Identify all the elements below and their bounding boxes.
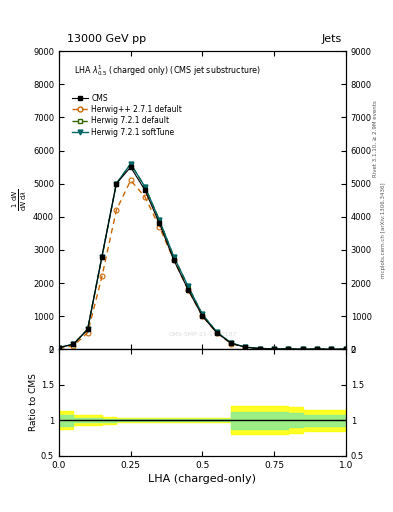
Line: Herwig++ 2.7.1 default: Herwig++ 2.7.1 default [57, 178, 348, 352]
Herwig 7.2.1 softTune [157, 217, 162, 223]
CMS [229, 340, 233, 346]
CMS [343, 346, 348, 352]
CMS [200, 313, 205, 319]
Herwig 7.2.1 softTune [300, 346, 305, 352]
Herwig 7.2.1 default [343, 346, 348, 352]
Herwig 7.2.1 default [315, 346, 320, 352]
Herwig 7.2.1 softTune [343, 346, 348, 352]
Herwig 7.2.1 default [128, 161, 133, 167]
Herwig 7.2.1 softTune [200, 311, 205, 317]
Herwig++ 2.7.1 default [229, 340, 233, 347]
Herwig 7.2.1 default [229, 340, 233, 346]
CMS [71, 341, 75, 347]
Herwig 7.2.1 default [243, 344, 248, 350]
Y-axis label: $\frac{1}{\mathrm{d}N}\frac{\mathrm{d}N}{\mathrm{d}\lambda}$: $\frac{1}{\mathrm{d}N}\frac{\mathrm{d}N}… [11, 189, 29, 211]
CMS [157, 220, 162, 226]
Herwig 7.2.1 default [71, 341, 75, 347]
Herwig++ 2.7.1 default [114, 207, 119, 213]
Herwig 7.2.1 softTune [114, 181, 119, 187]
Herwig 7.2.1 softTune [143, 184, 147, 190]
Herwig++ 2.7.1 default [272, 346, 277, 352]
CMS [329, 346, 334, 352]
Herwig 7.2.1 default [272, 346, 277, 352]
CMS [215, 330, 219, 336]
Herwig++ 2.7.1 default [57, 345, 61, 351]
CMS [300, 346, 305, 352]
Herwig++ 2.7.1 default [157, 224, 162, 230]
Herwig++ 2.7.1 default [300, 346, 305, 352]
CMS [171, 257, 176, 263]
Herwig 7.2.1 default [200, 311, 205, 317]
Text: Rivet 3.1.10, ≥ 2.9M events: Rivet 3.1.10, ≥ 2.9M events [373, 100, 378, 177]
Herwig++ 2.7.1 default [329, 346, 334, 352]
CMS [114, 181, 119, 187]
Line: Herwig 7.2.1 softTune: Herwig 7.2.1 softTune [57, 161, 348, 352]
Herwig++ 2.7.1 default [257, 346, 262, 352]
Herwig 7.2.1 default [186, 283, 191, 289]
Herwig++ 2.7.1 default [128, 177, 133, 183]
CMS [85, 326, 90, 332]
Herwig++ 2.7.1 default [71, 343, 75, 349]
Herwig 7.2.1 default [157, 217, 162, 223]
Herwig++ 2.7.1 default [286, 346, 291, 352]
Herwig 7.2.1 softTune [100, 253, 105, 260]
Herwig 7.2.1 default [85, 326, 90, 332]
Herwig 7.2.1 softTune [71, 341, 75, 347]
Herwig 7.2.1 default [329, 346, 334, 352]
Herwig 7.2.1 softTune [215, 329, 219, 335]
Herwig 7.2.1 default [215, 329, 219, 335]
Herwig 7.2.1 default [286, 346, 291, 352]
Herwig 7.2.1 softTune [272, 346, 277, 352]
CMS [272, 346, 277, 352]
CMS [186, 287, 191, 293]
Herwig 7.2.1 softTune [243, 344, 248, 350]
Herwig++ 2.7.1 default [143, 194, 147, 200]
CMS [143, 187, 147, 194]
Text: mcplots.cern.ch [arXiv:1306.3436]: mcplots.cern.ch [arXiv:1306.3436] [381, 183, 386, 278]
Herwig 7.2.1 default [257, 346, 262, 352]
Herwig++ 2.7.1 default [215, 330, 219, 336]
Herwig 7.2.1 default [300, 346, 305, 352]
Herwig 7.2.1 softTune [128, 161, 133, 167]
Herwig 7.2.1 default [143, 184, 147, 190]
Herwig 7.2.1 default [100, 253, 105, 260]
Herwig 7.2.1 softTune [329, 346, 334, 352]
Herwig 7.2.1 softTune [186, 283, 191, 289]
Herwig++ 2.7.1 default [200, 313, 205, 319]
Line: CMS: CMS [57, 165, 348, 351]
Herwig 7.2.1 softTune [57, 345, 61, 351]
Herwig++ 2.7.1 default [85, 330, 90, 336]
Text: LHA $\lambda^{1}_{0.5}$ (charged only) (CMS jet substructure): LHA $\lambda^{1}_{0.5}$ (charged only) (… [74, 63, 262, 78]
Text: Jets: Jets [321, 33, 342, 44]
Herwig++ 2.7.1 default [243, 345, 248, 351]
Line: Herwig 7.2.1 default: Herwig 7.2.1 default [57, 161, 348, 352]
CMS [286, 346, 291, 352]
Herwig 7.2.1 softTune [315, 346, 320, 352]
Herwig 7.2.1 default [171, 253, 176, 260]
CMS [315, 346, 320, 352]
CMS [128, 164, 133, 170]
Herwig 7.2.1 default [57, 345, 61, 351]
Text: CMS-SMP-21-1920187: CMS-SMP-21-1920187 [168, 332, 237, 337]
Y-axis label: Ratio to CMS: Ratio to CMS [29, 374, 38, 432]
Herwig++ 2.7.1 default [171, 257, 176, 263]
CMS [257, 346, 262, 352]
CMS [57, 345, 61, 351]
Herwig 7.2.1 softTune [229, 340, 233, 346]
Herwig++ 2.7.1 default [100, 273, 105, 280]
Herwig 7.2.1 softTune [286, 346, 291, 352]
Herwig 7.2.1 default [114, 181, 119, 187]
Herwig 7.2.1 softTune [85, 326, 90, 332]
Herwig 7.2.1 softTune [257, 346, 262, 352]
Legend: CMS, Herwig++ 2.7.1 default, Herwig 7.2.1 default, Herwig 7.2.1 softTune: CMS, Herwig++ 2.7.1 default, Herwig 7.2.… [68, 91, 185, 140]
CMS [243, 344, 248, 350]
Herwig 7.2.1 softTune [171, 253, 176, 260]
CMS [100, 253, 105, 260]
Herwig++ 2.7.1 default [186, 287, 191, 293]
Herwig++ 2.7.1 default [315, 346, 320, 352]
X-axis label: LHA (charged-only): LHA (charged-only) [149, 474, 256, 484]
Text: 13000 GeV pp: 13000 GeV pp [67, 33, 146, 44]
Herwig++ 2.7.1 default [343, 346, 348, 352]
